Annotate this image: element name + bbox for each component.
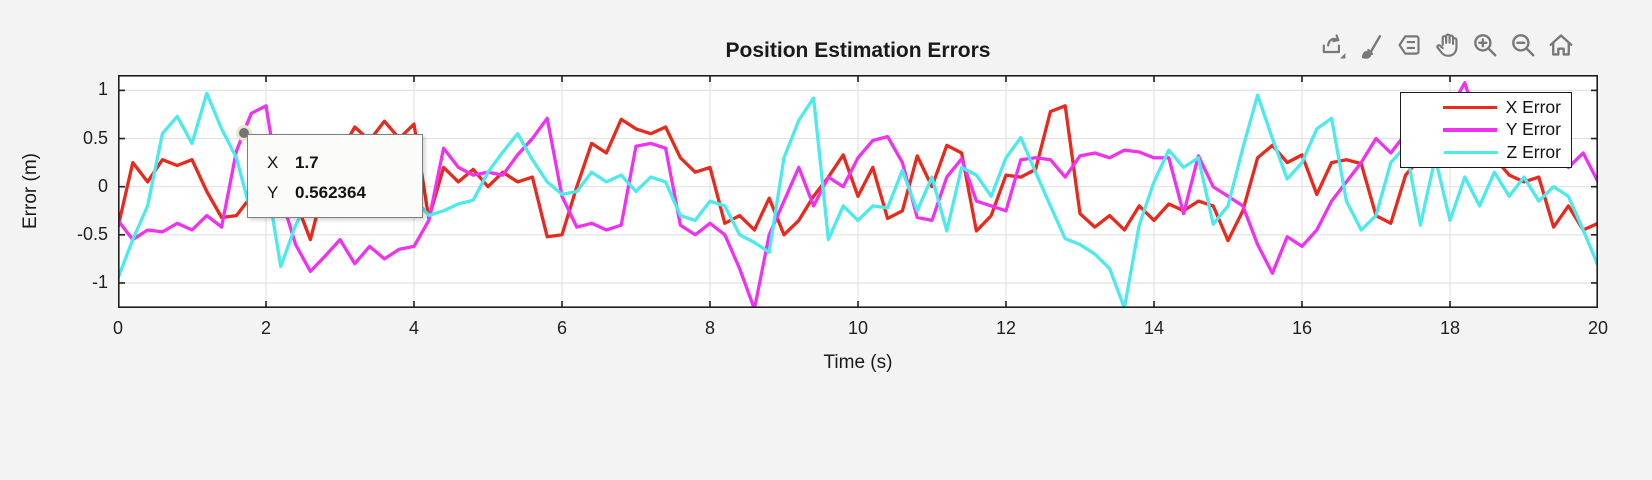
x-tick-label: 10 bbox=[847, 318, 869, 338]
export-icon[interactable] bbox=[1318, 28, 1348, 61]
legend-line-swatch bbox=[1442, 128, 1497, 132]
x-tick-label: 4 bbox=[408, 318, 419, 338]
chart-title: Position Estimation Errors bbox=[725, 39, 991, 62]
x-tick-label: 12 bbox=[995, 318, 1017, 338]
legend-entry-y-error[interactable]: Y Error bbox=[1409, 119, 1561, 140]
y-tick-label: 0.5 bbox=[82, 127, 108, 148]
datatip-x-label: X bbox=[267, 153, 279, 172]
x-tick-label: 0 bbox=[112, 318, 123, 338]
x-tick-label: 14 bbox=[1143, 318, 1165, 338]
x-tick-label: 2 bbox=[260, 318, 271, 338]
legend-entry-z-error[interactable]: Z Error bbox=[1409, 142, 1561, 163]
pan-icon[interactable] bbox=[1432, 28, 1462, 61]
home-icon[interactable] bbox=[1546, 28, 1576, 61]
y-tick-label: -0.5 bbox=[76, 223, 108, 244]
legend-line-swatch bbox=[1442, 105, 1497, 110]
x-tick-label: 20 bbox=[1587, 318, 1609, 338]
datatip-x-value: 1.7 bbox=[295, 153, 319, 172]
y-axis-label: Error (m) bbox=[20, 153, 41, 229]
zoom-out-icon[interactable] bbox=[1508, 28, 1538, 61]
x-axis-label: Time (s) bbox=[823, 352, 893, 373]
legend-label: X Error bbox=[1505, 96, 1561, 117]
x-tick-label: 18 bbox=[1439, 318, 1461, 338]
datatip-y-value: 0.562364 bbox=[295, 183, 366, 202]
datatip-y-label: Y bbox=[267, 183, 279, 202]
x-tick-label: 6 bbox=[556, 318, 567, 338]
datatip-box[interactable]: X 1.7 Y 0.562364 bbox=[247, 134, 423, 218]
legend-line-swatch bbox=[1443, 150, 1498, 155]
datatip-icon[interactable] bbox=[1394, 28, 1424, 61]
legend-entry-x-error[interactable]: X Error bbox=[1409, 97, 1561, 118]
x-tick-label: 8 bbox=[704, 318, 715, 338]
axes-toolbar bbox=[1318, 28, 1576, 61]
datatip-y-row: Y 0.562364 bbox=[267, 178, 422, 208]
zoom-in-icon[interactable] bbox=[1470, 28, 1500, 61]
legend-label: Y Error bbox=[1505, 119, 1561, 140]
brush-icon[interactable] bbox=[1356, 28, 1386, 61]
y-tick-label: 1 bbox=[97, 79, 108, 100]
datatip-x-row: X 1.7 bbox=[267, 148, 422, 178]
legend-box[interactable]: X Error Y Error Z Error bbox=[1400, 92, 1572, 168]
legend-label: Z Error bbox=[1506, 142, 1561, 163]
x-tick-label: 16 bbox=[1291, 318, 1313, 338]
y-tick-label: -1 bbox=[91, 271, 108, 292]
y-tick-label: 0 bbox=[97, 175, 108, 196]
